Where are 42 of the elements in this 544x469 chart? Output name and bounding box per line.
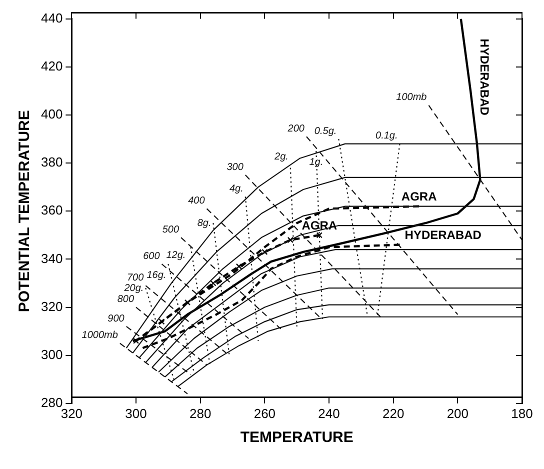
series-label: 2g.: [274, 152, 288, 163]
series-label: 400: [188, 195, 206, 206]
y-tick-label: 380: [40, 154, 63, 170]
series-label: 16g.: [146, 270, 166, 281]
series-label: HYDERABAD: [404, 228, 482, 242]
series-label: 300: [226, 162, 244, 173]
y-tick-label: 320: [40, 298, 63, 314]
y-tick-label: 280: [40, 394, 63, 410]
series-label: 4g.: [229, 183, 244, 194]
series-label: 100mb: [396, 92, 428, 104]
y-tick-label: 400: [40, 106, 63, 122]
x-tick-label: 220: [382, 406, 404, 421]
series-label: 12g.: [166, 250, 186, 261]
x-axis-title: TEMPERATURE: [240, 429, 354, 446]
series-label: AGRA: [302, 218, 338, 232]
x-tick-label: 200: [446, 406, 469, 421]
y-tick-label: 360: [40, 202, 63, 218]
x-tick-label: 260: [254, 406, 276, 421]
series-label: 1g.: [309, 156, 324, 168]
x-tick-label: 280: [190, 406, 212, 421]
series-label: 200: [286, 123, 305, 134]
y-tick-label: 420: [40, 58, 63, 74]
x-tick-label: 240: [318, 406, 340, 421]
series-label: 0.1g.: [376, 130, 398, 142]
series-label: 1000mb: [82, 330, 118, 342]
y-tick-label: 300: [40, 346, 63, 362]
series-label: AGRA: [401, 190, 438, 204]
y-axis-title: POTENTIAL TEMPERATURE: [16, 110, 34, 312]
series-label: 0.5g.: [314, 126, 337, 137]
series-label: 500: [162, 224, 180, 236]
text: HYDERABAD: [478, 38, 492, 116]
x-tick-label: 300: [125, 406, 147, 421]
series-label: 800: [117, 294, 134, 306]
x-tick-label: 180: [511, 406, 533, 421]
series-label: 900: [108, 313, 125, 324]
series-label: 700: [126, 272, 144, 284]
series-label: 600: [143, 250, 160, 262]
x-tick-label: 320: [60, 406, 83, 421]
series-label: 20g.: [123, 282, 144, 294]
y-tick-label: 440: [40, 10, 63, 26]
series-label: 8g.: [197, 218, 212, 229]
y-tick-label: 340: [40, 250, 63, 266]
